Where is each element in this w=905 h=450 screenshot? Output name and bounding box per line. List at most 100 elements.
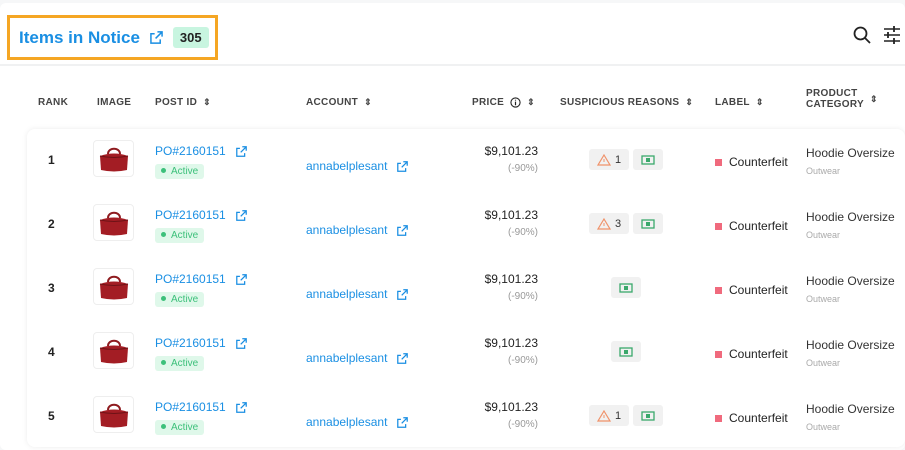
account[interactable]: annabelplesant — [306, 415, 388, 429]
column-suspicious-reasons[interactable]: SUSPICIOUS REASONS ⇕ — [560, 97, 693, 108]
price-chip[interactable] — [611, 277, 641, 298]
account[interactable]: annabelplesant — [306, 287, 388, 301]
external-link-icon[interactable] — [235, 337, 247, 349]
column-post-id[interactable]: POST ID ⇕ — [155, 97, 211, 108]
product-image[interactable] — [93, 268, 134, 305]
product-image[interactable] — [93, 332, 134, 369]
status-badge: Active — [155, 164, 205, 179]
post-id[interactable]: PO#2160151 — [155, 336, 226, 350]
column-price[interactable]: PRICE ⇕ — [472, 97, 535, 108]
warning-chip[interactable]: 3 — [588, 213, 630, 234]
price-chip[interactable] — [633, 405, 664, 426]
sort-icon[interactable]: ⇕ — [869, 93, 878, 104]
warning-chip[interactable]: 1 — [588, 405, 630, 426]
external-link-icon[interactable] — [235, 273, 247, 285]
warning-icon — [596, 409, 611, 422]
post-id-link[interactable]: PO#2160151 — [155, 336, 247, 350]
money-icon — [619, 282, 633, 293]
suspicious-reasons: 3 — [560, 213, 692, 234]
post-id-link[interactable]: PO#2160151 — [155, 208, 247, 222]
panel-title[interactable]: Items in Notice — [19, 27, 140, 47]
money-icon — [619, 346, 633, 357]
sort-icon[interactable]: ⇕ — [527, 97, 535, 107]
info-icon[interactable] — [510, 97, 521, 108]
account-link[interactable]: annabelplesant — [306, 415, 409, 429]
status-badge: Active — [155, 292, 205, 307]
table-body — [27, 129, 905, 447]
handbag-image — [99, 211, 128, 235]
price-chip[interactable] — [633, 149, 664, 170]
search-icon[interactable] — [852, 25, 872, 45]
price-chip[interactable] — [611, 341, 641, 362]
post-id[interactable]: PO#2160151 — [155, 272, 226, 286]
external-link-icon[interactable] — [150, 31, 163, 44]
column-reasons-label: SUSPICIOUS REASONS — [560, 97, 680, 108]
post-id[interactable]: PO#2160151 — [155, 144, 226, 158]
column-price-label: PRICE — [472, 97, 505, 108]
table-row[interactable]: 5 PO#2160151 Active annabelplesant $9,10… — [0, 385, 905, 449]
account[interactable]: annabelplesant — [306, 351, 388, 365]
sort-icon[interactable]: ⇕ — [685, 97, 694, 107]
post-id-link[interactable]: PO#2160151 — [155, 144, 247, 158]
column-product-category[interactable]: PRODUCT CATEGORY ⇕ — [806, 88, 878, 110]
account[interactable]: annabelplesant — [306, 159, 388, 173]
label: Counterfeit — [715, 283, 788, 297]
title-group: Items in Notice 305 — [7, 15, 218, 60]
rank: 5 — [48, 409, 55, 423]
label-text: Counterfeit — [729, 347, 788, 361]
account-link[interactable]: annabelplesant — [306, 223, 409, 237]
table-row[interactable]: 1 PO#2160151 Active annabelplesant $9,10… — [0, 129, 905, 193]
sort-icon[interactable]: ⇕ — [203, 97, 211, 107]
panel-header: Items in Notice 305 — [0, 3, 905, 66]
external-link-icon[interactable] — [397, 352, 409, 364]
subcategory: Outwear — [806, 166, 841, 176]
count-badge: 305 — [172, 27, 209, 48]
post-id[interactable]: PO#2160151 — [155, 400, 226, 414]
column-image: IMAGE — [97, 97, 131, 108]
price: $9,101.23 — [484, 336, 538, 350]
sort-icon[interactable]: ⇕ — [755, 97, 764, 107]
column-category-label: PRODUCT CATEGORY — [806, 88, 864, 110]
external-link-icon[interactable] — [235, 401, 247, 413]
account[interactable]: annabelplesant — [306, 223, 388, 237]
rank: 2 — [48, 217, 55, 231]
external-link-icon[interactable] — [397, 288, 409, 300]
table-row[interactable]: 2 PO#2160151 Active annabelplesant $9,10… — [0, 193, 905, 257]
sort-icon[interactable]: ⇕ — [364, 97, 372, 107]
external-link-icon[interactable] — [397, 160, 409, 172]
product-image[interactable] — [93, 140, 134, 177]
external-link-icon[interactable] — [235, 209, 247, 221]
post-id[interactable]: PO#2160151 — [155, 208, 226, 222]
product-image[interactable] — [93, 204, 134, 241]
warning-chip[interactable]: 1 — [588, 149, 630, 170]
suspicious-reasons: 1 — [560, 405, 692, 426]
label: Counterfeit — [715, 347, 788, 361]
column-post-id-label: POST ID — [155, 97, 198, 108]
account-link[interactable]: annabelplesant — [306, 287, 409, 301]
status-badge: Active — [155, 420, 205, 435]
product-image[interactable] — [93, 396, 134, 433]
category: Hoodie Oversize — [806, 210, 895, 224]
label-text: Counterfeit — [729, 283, 788, 297]
external-link-icon[interactable] — [235, 145, 247, 157]
table-row[interactable]: 4 PO#2160151 Active annabelplesant $9,10… — [0, 321, 905, 385]
account-link[interactable]: annabelplesant — [306, 351, 409, 365]
table-row[interactable]: 3 PO#2160151 Active annabelplesant $9,10… — [0, 257, 905, 321]
column-account[interactable]: ACCOUNT ⇕ — [306, 97, 372, 108]
category-line-2: CATEGORY — [806, 99, 864, 110]
status-badge: Active — [155, 228, 205, 243]
price-chip[interactable] — [633, 213, 664, 234]
label-text: Counterfeit — [729, 155, 788, 169]
post-id-link[interactable]: PO#2160151 — [155, 400, 247, 414]
account-link[interactable]: annabelplesant — [306, 159, 409, 173]
external-link-icon[interactable] — [397, 224, 409, 236]
warning-icon — [596, 153, 611, 166]
column-label[interactable]: LABEL ⇕ — [715, 97, 764, 108]
sliders-icon[interactable] — [882, 25, 902, 45]
counterfeit-marker — [715, 350, 722, 358]
post-id-link[interactable]: PO#2160151 — [155, 272, 247, 286]
discount: (-90%) — [507, 291, 538, 302]
external-link-icon[interactable] — [397, 416, 409, 428]
handbag-image — [99, 275, 128, 299]
category: Hoodie Oversize — [806, 146, 895, 160]
